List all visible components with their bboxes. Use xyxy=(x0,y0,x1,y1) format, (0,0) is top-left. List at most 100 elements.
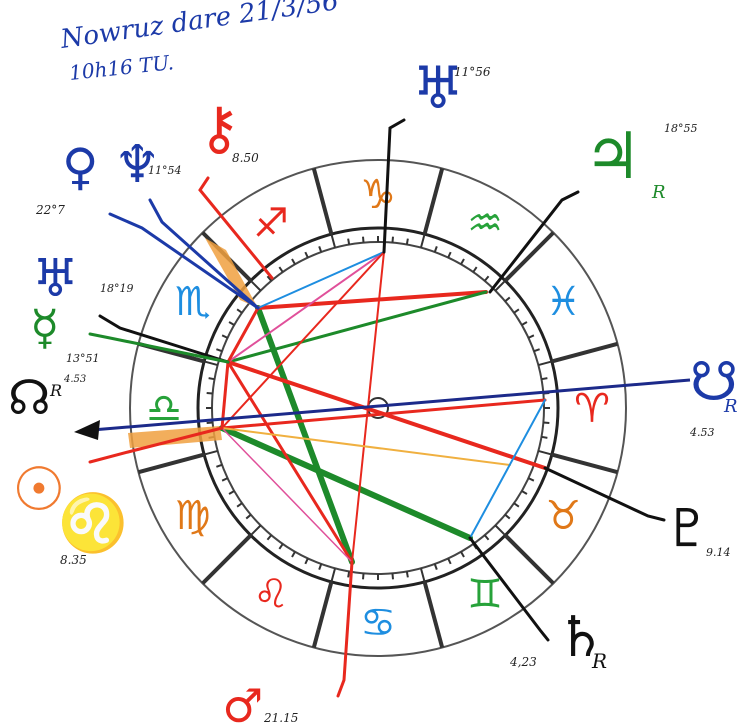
pisces-icon: ♓ xyxy=(545,279,581,325)
degree-tick xyxy=(278,266,284,273)
sign-divider xyxy=(137,452,205,475)
degree-tick xyxy=(266,275,273,282)
neptune-pointer xyxy=(148,198,260,310)
degree-tick xyxy=(245,513,252,520)
saturn-degree: 4,23 xyxy=(509,655,537,669)
pluto-pointer xyxy=(543,466,666,522)
degree-tick xyxy=(447,251,452,258)
degree-tick xyxy=(460,258,465,265)
aspect-line xyxy=(221,251,385,429)
scorpio-icon: ♏ xyxy=(175,279,211,325)
aspect-line xyxy=(257,251,385,309)
mars-icon: ♂ xyxy=(222,679,263,727)
degree-tick xyxy=(391,236,394,243)
jupiter-retro: R xyxy=(651,182,666,203)
degree-tick xyxy=(543,421,550,424)
mars-degree: 21.15 xyxy=(263,711,298,725)
degree-tick xyxy=(221,477,228,482)
chart-title-time: 10h16 TU. xyxy=(68,50,175,85)
aspect-line xyxy=(226,290,488,364)
uranus2-pointer xyxy=(98,314,230,364)
chiron-degree: 8.50 xyxy=(232,151,259,165)
degree-tick xyxy=(216,348,223,353)
lunar-node-retro: R xyxy=(49,381,62,400)
sun-arc-icon: ♌ xyxy=(58,491,128,556)
saturn-pointer xyxy=(468,536,550,642)
aries-highlight xyxy=(128,426,222,448)
degree-tick xyxy=(504,296,511,303)
degree-tick xyxy=(533,348,540,353)
chiron-pointer xyxy=(198,176,274,280)
degree-tick xyxy=(521,490,528,495)
jupiter-icon: ♃ xyxy=(584,120,641,194)
sun-pointer xyxy=(88,426,224,464)
uranus-icon: ♅ xyxy=(412,54,464,122)
degree-tick xyxy=(304,251,309,258)
degree-tick xyxy=(250,524,262,536)
degree-tick xyxy=(541,435,548,439)
mercury-pointer xyxy=(88,332,230,364)
sign-glyphs: ♑♐♏♎♍♌♋♊♉♈♓♒ xyxy=(146,172,610,646)
degree-tick xyxy=(206,392,213,395)
sign-divider xyxy=(201,533,253,585)
degree-tick xyxy=(250,280,262,292)
degree-tick xyxy=(291,551,296,558)
aquarius-highlight xyxy=(205,238,258,308)
jupiter-pointer xyxy=(488,190,580,294)
degree-tick xyxy=(504,513,511,520)
degree-tick xyxy=(447,558,452,565)
degree-tick xyxy=(291,258,296,265)
degree-tick xyxy=(419,568,426,583)
degree-tick xyxy=(538,360,553,367)
venus-pointer xyxy=(108,212,260,310)
degree-tick xyxy=(228,490,235,495)
degree-tick xyxy=(494,280,506,292)
uranus-pointer xyxy=(382,118,406,254)
degree-tick xyxy=(405,571,409,578)
degree-tick xyxy=(528,477,535,482)
sign-divider xyxy=(551,341,619,364)
degree-tick xyxy=(236,502,243,508)
sign-divider xyxy=(311,167,334,235)
chart-title-date: Nowruz dare 21/3/56 xyxy=(58,0,341,55)
aspect-line xyxy=(227,251,385,363)
degree-tick xyxy=(483,275,490,282)
mars-pointer xyxy=(336,560,354,698)
sign-divider xyxy=(503,533,555,585)
saturn-retro: R xyxy=(591,649,607,673)
degree-tick xyxy=(347,238,351,245)
venus-degree: 22°7 xyxy=(35,203,65,217)
south-node-retro: R xyxy=(723,396,738,417)
degree-tick xyxy=(228,321,235,326)
degree-tick xyxy=(513,502,520,508)
saturn-icon: ♄ xyxy=(556,605,606,670)
capricorn-icon: ♑ xyxy=(360,172,396,218)
neptune-icon: ♆ xyxy=(114,135,161,195)
degree-tick xyxy=(460,551,465,558)
degree-tick xyxy=(433,563,438,570)
cancer-icon: ♋ xyxy=(360,600,396,646)
degree-ticks xyxy=(203,233,553,583)
south-node-icon: ☋ xyxy=(690,350,738,413)
planet-labels: ♅ 11°56 ⚷ 8.50 ♆ 11°54 ♀ 22°7 ♅ 18°19 ☿ … xyxy=(8,54,738,727)
gemini-icon: ♊ xyxy=(467,571,503,617)
sign-ring-inner-border xyxy=(196,226,560,590)
degree-tick xyxy=(318,246,323,253)
degree-tick xyxy=(266,534,273,541)
aspect-line xyxy=(469,399,546,539)
degree-tick xyxy=(521,321,528,326)
aspect-line xyxy=(226,306,260,364)
mercury-icon: ☿ xyxy=(30,300,59,356)
taurus-icon: ♉ xyxy=(545,493,581,539)
uranus2-degree: 18°19 xyxy=(100,282,134,295)
chiron-icon: ⚷ xyxy=(198,94,240,162)
degree-tick xyxy=(318,563,323,570)
degree-tick xyxy=(203,360,218,367)
lunar-node-degree: 4.53 xyxy=(63,374,86,385)
degree-tick xyxy=(221,334,228,339)
degree-tick xyxy=(208,377,215,381)
aspect-line xyxy=(256,290,488,310)
jupiter-degree: 18°55 xyxy=(664,122,698,135)
outer-ring xyxy=(129,159,627,657)
